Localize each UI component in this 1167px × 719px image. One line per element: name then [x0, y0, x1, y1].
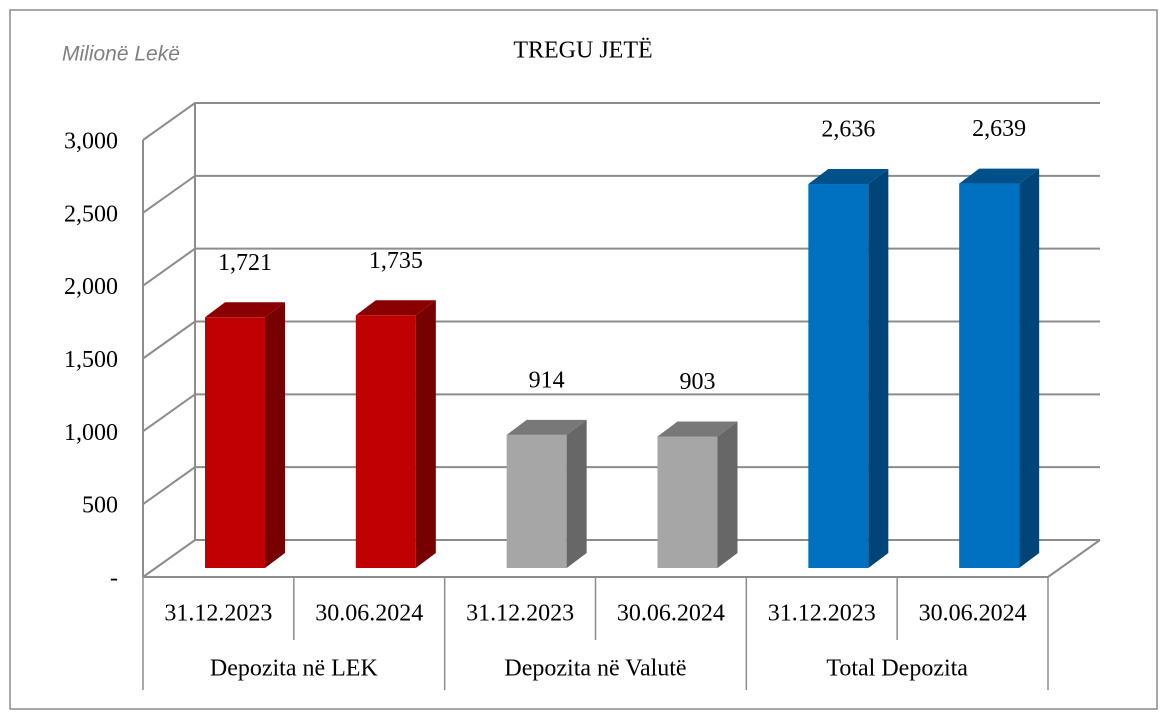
grid-line — [142, 102, 1100, 141]
grid-line — [142, 466, 1100, 505]
bar — [355, 315, 416, 568]
bar — [808, 184, 869, 569]
bar-top — [808, 169, 889, 185]
grid-line — [142, 539, 1100, 578]
unit-label: Milionë Lekë — [62, 43, 180, 66]
group-label: Depozita në Valutë — [504, 656, 686, 682]
y-tick-label: 2,000 — [64, 274, 118, 300]
bar-side — [566, 419, 587, 568]
data-label: 914 — [529, 367, 565, 393]
bar-top — [355, 300, 436, 316]
x-tick-label: 30.06.2024 — [315, 601, 423, 627]
bar-top — [506, 419, 587, 435]
data-label: 1,721 — [218, 250, 272, 276]
bar-top — [205, 302, 285, 318]
bar-top — [959, 168, 1040, 184]
x-tick-label: 31.12.2023 — [466, 601, 574, 627]
y-tick-label: 3,000 — [64, 129, 118, 155]
y-tick-label: 2,500 — [64, 201, 118, 227]
bar — [506, 434, 567, 568]
bar-side — [868, 169, 889, 569]
x-tick-label: 30.06.2024 — [919, 601, 1027, 627]
grid-line — [142, 393, 1100, 433]
group-label: Total Depozita — [826, 656, 968, 682]
grid-line — [142, 247, 1100, 287]
y-tick-label: 500 — [82, 493, 118, 519]
grid-line — [142, 320, 1100, 360]
y-tick-label: - — [110, 566, 118, 592]
chart-title: TREGU JETË — [513, 38, 652, 64]
y-tick-label: 1,000 — [64, 420, 118, 446]
bar-side — [415, 300, 436, 568]
data-label: 1,735 — [369, 248, 423, 274]
bar — [959, 183, 1020, 568]
x-tick-label: 31.12.2023 — [768, 601, 876, 627]
data-label: 2,636 — [821, 117, 875, 143]
bar-side — [265, 302, 285, 568]
data-label: 2,639 — [972, 116, 1026, 142]
bar-side — [717, 421, 738, 568]
bar — [205, 317, 265, 568]
y-tick-label: 1,500 — [64, 347, 118, 373]
bar-side — [1019, 168, 1040, 568]
bar-top — [657, 421, 738, 437]
x-tick-label: 31.12.2023 — [164, 601, 272, 627]
group-label: Depozita në LEK — [210, 656, 379, 682]
bar — [657, 436, 718, 568]
x-tick-label: 30.06.2024 — [617, 601, 725, 627]
data-label: 903 — [680, 369, 716, 395]
grid-line — [142, 174, 1100, 214]
